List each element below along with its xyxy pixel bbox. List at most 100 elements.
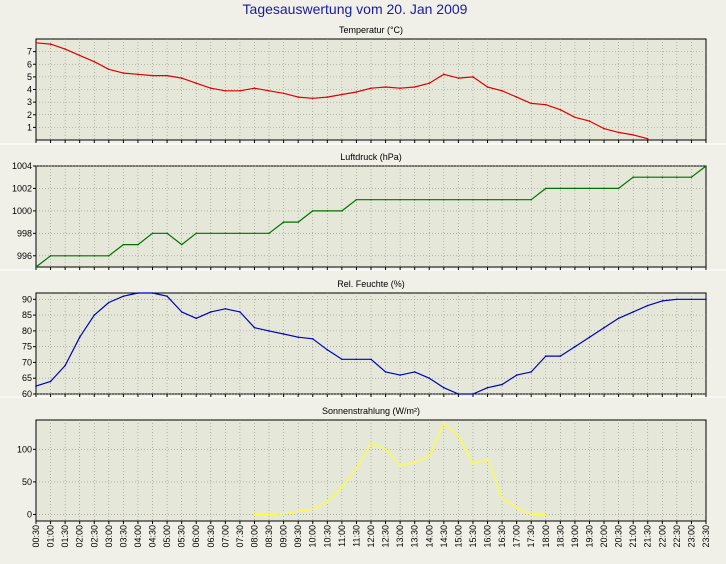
data-point: [210, 232, 212, 235]
data-point: [268, 330, 270, 332]
y-tick-label: 50: [22, 477, 32, 487]
chart-panel: Luftdruck (hPa) 996 998 1000 1002 1004: [12, 152, 707, 270]
x-tick-label: 07:30: [235, 525, 245, 548]
data-point: [705, 165, 707, 167]
x-tick-label: 04:30: [148, 525, 158, 548]
x-tick-label: 12:30: [381, 525, 391, 548]
data-point: [195, 232, 197, 235]
data-point: [355, 468, 358, 470]
x-tick-label: 14:00: [424, 525, 434, 548]
data-point: [151, 74, 154, 77]
data-point: [646, 176, 649, 178]
x-tick-label: 13:30: [410, 525, 420, 548]
data-point: [311, 508, 314, 511]
x-tick-label: 14:30: [439, 525, 449, 548]
x-tick-label: 23:30: [701, 525, 711, 548]
data-point: [530, 513, 532, 516]
x-tick-label: 16:30: [497, 525, 507, 548]
x-tick-label: 15:30: [468, 525, 478, 548]
y-tick-label: 0: [27, 509, 32, 519]
y-tick-label: 65: [22, 373, 32, 383]
y-tick-label: 6: [27, 59, 32, 69]
data-point: [384, 448, 387, 451]
data-point: [428, 455, 431, 457]
data-point: [253, 326, 256, 329]
data-point: [268, 232, 270, 235]
chart-panel: Temperatur (°C) 1 2 3 4 5 6 7: [27, 25, 707, 143]
data-point: [195, 317, 197, 320]
data-point: [501, 90, 503, 92]
data-point: [253, 513, 256, 516]
data-point: [311, 97, 314, 100]
x-tick-label: 10:00: [308, 525, 318, 548]
data-point: [574, 116, 576, 119]
x-tick-label: 09:30: [293, 525, 303, 548]
data-point: [93, 60, 96, 63]
data-point: [78, 336, 81, 339]
data-point: [78, 255, 81, 257]
data-point: [413, 198, 416, 201]
data-point: [210, 311, 212, 313]
x-tick-label: 10:30: [322, 525, 332, 548]
data-point: [239, 311, 241, 313]
data-point: [384, 86, 387, 88]
data-point: [457, 198, 460, 201]
x-tick-label: 03:30: [118, 525, 128, 548]
data-point: [326, 500, 329, 503]
data-point: [384, 371, 387, 373]
data-point: [588, 187, 591, 190]
data-point: [472, 393, 474, 395]
data-point: [355, 358, 358, 361]
chart-title: Temperatur (°C): [339, 25, 403, 35]
x-tick-label: 00:30: [31, 525, 41, 548]
data-point: [690, 176, 693, 178]
data-point: [574, 345, 576, 348]
data-point: [370, 442, 372, 444]
data-point: [413, 371, 416, 373]
data-point: [137, 292, 139, 294]
data-point: [64, 255, 66, 257]
chart-title: Luftdruck (hPa): [340, 152, 402, 162]
x-tick-label: 22:30: [672, 525, 682, 548]
x-tick-label: 02:00: [75, 525, 85, 548]
data-point: [282, 221, 285, 223]
data-point: [486, 458, 489, 460]
data-point: [486, 86, 489, 88]
data-point: [428, 198, 431, 201]
data-point: [49, 255, 52, 257]
x-tick-label: 08:30: [264, 525, 274, 548]
data-point: [166, 74, 168, 77]
x-tick-label: 19:30: [585, 525, 595, 548]
data-point: [515, 374, 518, 376]
data-point: [588, 120, 591, 122]
data-point: [224, 308, 227, 310]
data-point: [588, 336, 591, 339]
data-point: [341, 486, 343, 488]
x-tick-label: 02:30: [89, 525, 99, 548]
page-title: Tagesauswertung vom 20. Jan 2009: [243, 1, 468, 17]
x-tick-label: 05:00: [162, 525, 172, 548]
x-tick-label: 15:00: [453, 525, 463, 548]
data-point: [297, 96, 300, 98]
data-point: [472, 76, 474, 78]
y-tick-label: 7: [27, 47, 32, 57]
chart-panel: Rel. Feuchte (%) 60 65 70 75 80 85 90: [22, 279, 707, 399]
data-point: [545, 187, 547, 190]
data-point: [224, 232, 227, 235]
data-point: [253, 232, 256, 235]
y-tick-label: 80: [22, 326, 32, 336]
data-point: [399, 87, 401, 89]
data-point: [35, 385, 37, 387]
x-tick-label: 17:30: [526, 525, 536, 548]
data-point: [530, 102, 532, 105]
data-point: [632, 134, 634, 136]
data-point: [690, 298, 693, 301]
data-point: [268, 513, 270, 516]
data-point: [311, 210, 314, 212]
data-point: [239, 90, 241, 92]
data-point: [341, 358, 343, 361]
data-point: [574, 187, 576, 190]
x-tick-label: 01:00: [46, 525, 56, 548]
data-point: [341, 93, 343, 96]
